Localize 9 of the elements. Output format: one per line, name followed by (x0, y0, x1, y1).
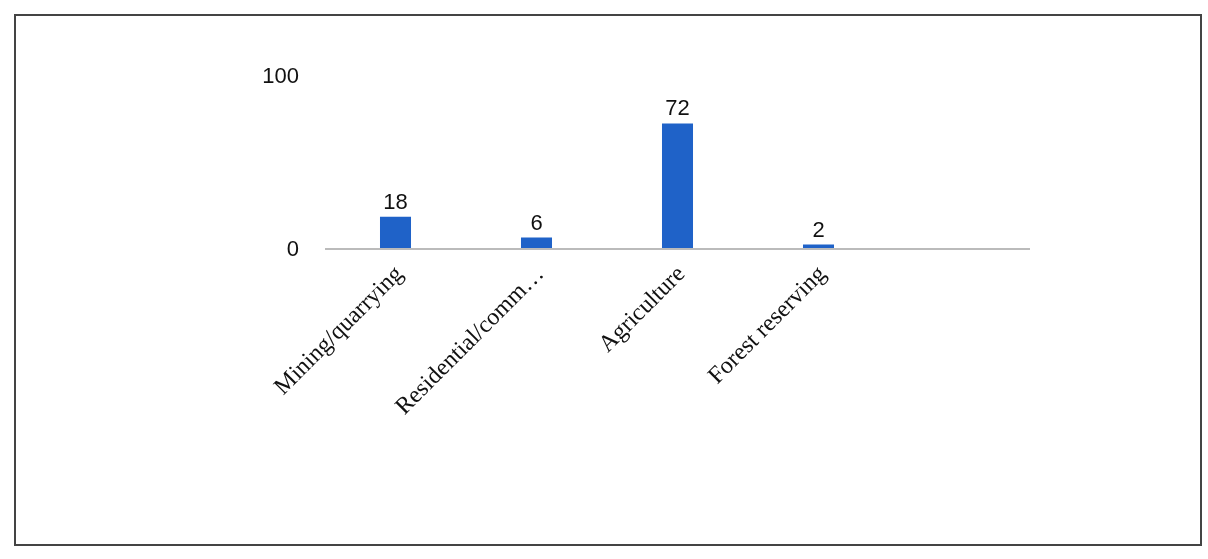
data-label: 2 (812, 216, 825, 242)
data-label: 72 (665, 95, 690, 121)
y-tick-label: 100 (262, 62, 299, 88)
data-label: 18 (383, 188, 408, 214)
bar (520, 237, 553, 248)
bar (661, 123, 694, 248)
y-tick-label: 0 (286, 235, 299, 261)
data-label: 6 (530, 209, 543, 235)
bar (379, 216, 412, 248)
